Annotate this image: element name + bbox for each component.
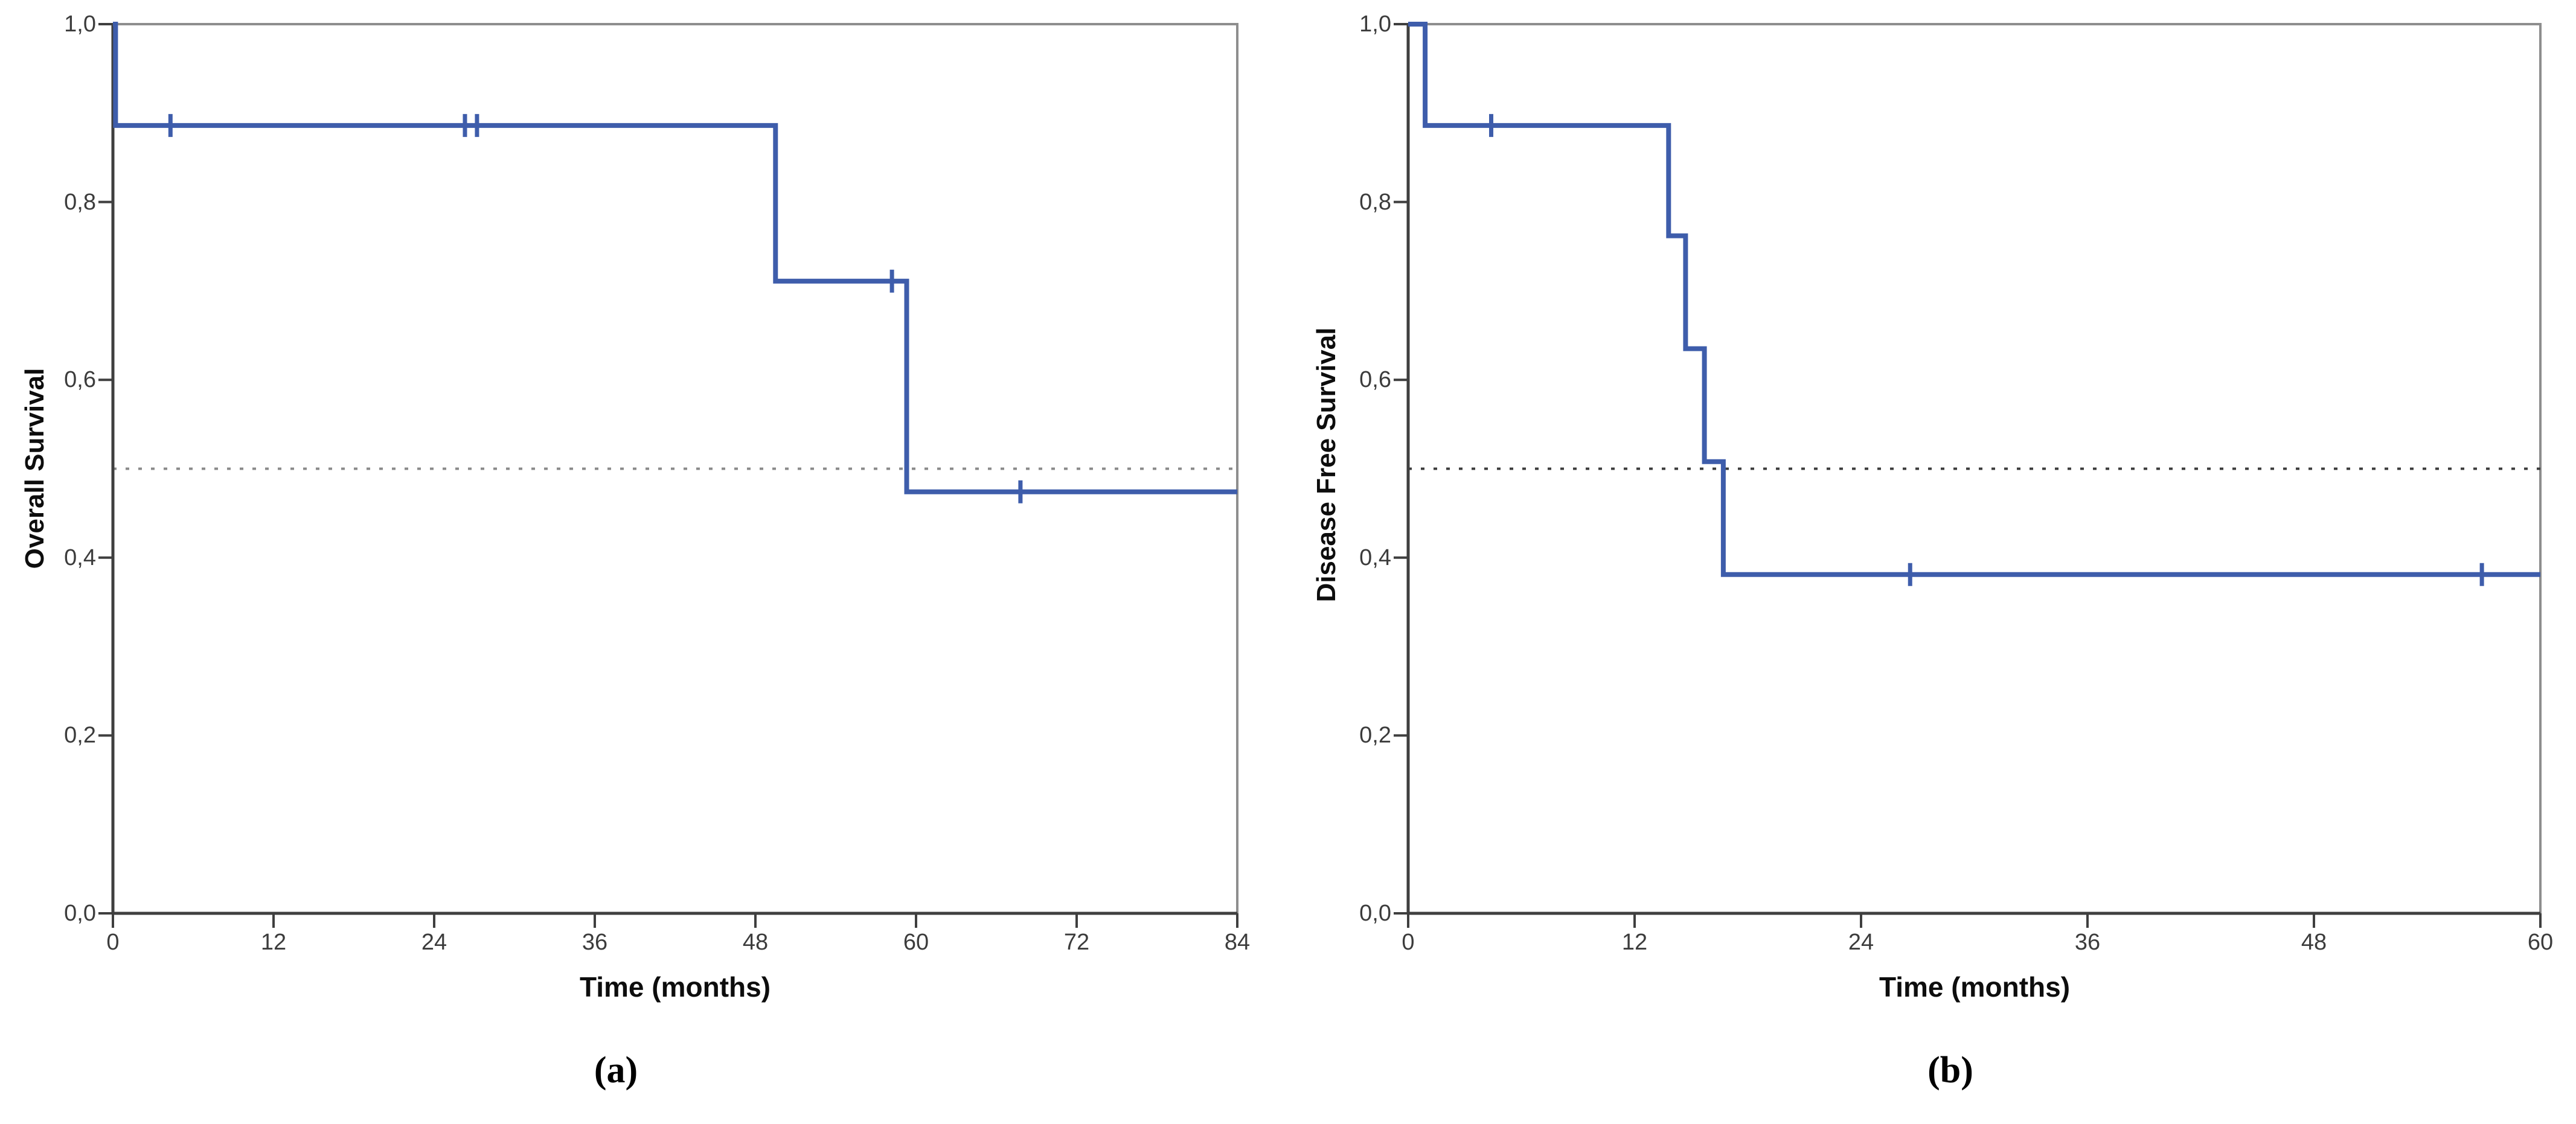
x-tick-label-a: 24: [421, 930, 447, 955]
x-tick-label-b: 12: [1621, 930, 1648, 955]
km-curve-b: [1408, 22, 2540, 577]
y-tick-label-b: 0,4: [1359, 544, 1391, 570]
y-tick-label-a: 0,6: [64, 367, 96, 393]
x-axis-title-panel-a: Time (months): [579, 971, 771, 1003]
y-tick-label-a: 0,2: [64, 723, 96, 749]
panel-caption-a: (a): [594, 1050, 638, 1091]
km-curve-a: [113, 22, 1237, 494]
x-tick-label-a: 72: [1063, 930, 1090, 955]
y-tick-label-b: 0,6: [1359, 367, 1391, 393]
x-tick-label-a: 36: [582, 930, 608, 955]
plot-frame-a: [112, 23, 1238, 915]
y-tick-label-b: 1,0: [1359, 11, 1391, 37]
x-tick-label-b: 48: [2301, 930, 2327, 955]
x-tick-label-a: 48: [742, 930, 769, 955]
y-axis-title-disease-free-survival: Disease Free Survival: [1312, 327, 1341, 602]
x-tick-label-a: 12: [260, 930, 287, 955]
y-tick-label-a: 0,0: [64, 901, 96, 926]
x-tick-label-b: 0: [1402, 930, 1415, 955]
y-tick-label-b: 0,0: [1359, 901, 1391, 926]
panel-caption-b: (b): [1927, 1050, 1973, 1091]
y-tick-label-b: 0,8: [1359, 189, 1391, 215]
x-tick-label-a: 60: [903, 930, 929, 955]
x-axis-title-panel-b: Time (months): [1879, 971, 2071, 1003]
y-axis-title-overall-survival: Overall Survival: [20, 368, 50, 569]
x-tick-label-a: 84: [1224, 930, 1251, 955]
plot-frame-b: [1407, 23, 2542, 915]
y-tick-label-a: 1,0: [64, 11, 96, 37]
y-tick-label-a: 0,8: [64, 189, 96, 215]
y-tick-label-a: 0,4: [64, 544, 96, 570]
x-tick-label-b: 60: [2527, 930, 2554, 955]
x-tick-label-b: 36: [2074, 930, 2101, 955]
x-tick-label-a: 0: [106, 930, 120, 955]
x-tick-label-b: 24: [1848, 930, 1874, 955]
y-tick-label-b: 0,2: [1359, 723, 1391, 749]
